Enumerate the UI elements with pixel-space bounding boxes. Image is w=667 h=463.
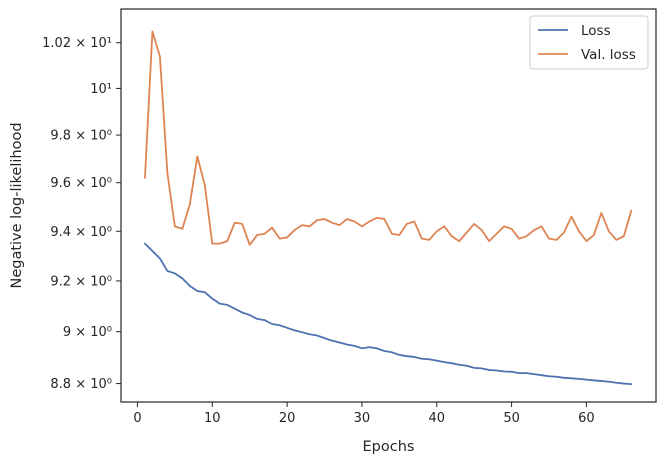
y-tick-label: 9.2 × 10⁰ <box>50 274 112 289</box>
x-tick-label: 60 <box>578 411 595 426</box>
legend-label-loss: Loss <box>581 23 611 39</box>
series-layer <box>144 30 633 385</box>
x-tick-label: 40 <box>428 411 445 426</box>
y-axis-label: Negative log-likelihood <box>9 122 25 288</box>
y-tick-label: 10¹ <box>90 82 112 97</box>
y-tick-label: 9.4 × 10⁰ <box>50 225 112 240</box>
y-tick-label: 9 × 10⁰ <box>63 325 112 340</box>
y-tick-label: 1.02 × 10¹ <box>42 36 112 51</box>
x-tick-label: 20 <box>279 411 296 426</box>
x-axis-label: Epochs <box>363 439 415 455</box>
legend-label-val-loss: Val. loss <box>581 47 636 63</box>
x-tick-label: 0 <box>133 411 141 426</box>
x-tick-label: 30 <box>354 411 371 426</box>
x-axis: 0 10 20 30 40 50 60 <box>133 402 595 426</box>
series-line-loss <box>144 242 633 385</box>
legend: Loss Val. loss <box>529 15 649 70</box>
series-line-val-loss <box>144 30 633 246</box>
y-tick-label: 9.6 × 10⁰ <box>50 176 112 191</box>
y-tick-label: 9.8 × 10⁰ <box>50 129 112 144</box>
y-axis: 8.8 × 10⁰ 9 × 10⁰ 9.2 × 10⁰ 9.4 × 10⁰ 9.6 × … <box>42 36 121 392</box>
x-tick-label: 10 <box>204 411 221 426</box>
x-tick-label: 50 <box>503 411 520 426</box>
plot-frame <box>120 8 657 403</box>
y-tick-label: 8.8 × 10⁰ <box>50 377 112 392</box>
